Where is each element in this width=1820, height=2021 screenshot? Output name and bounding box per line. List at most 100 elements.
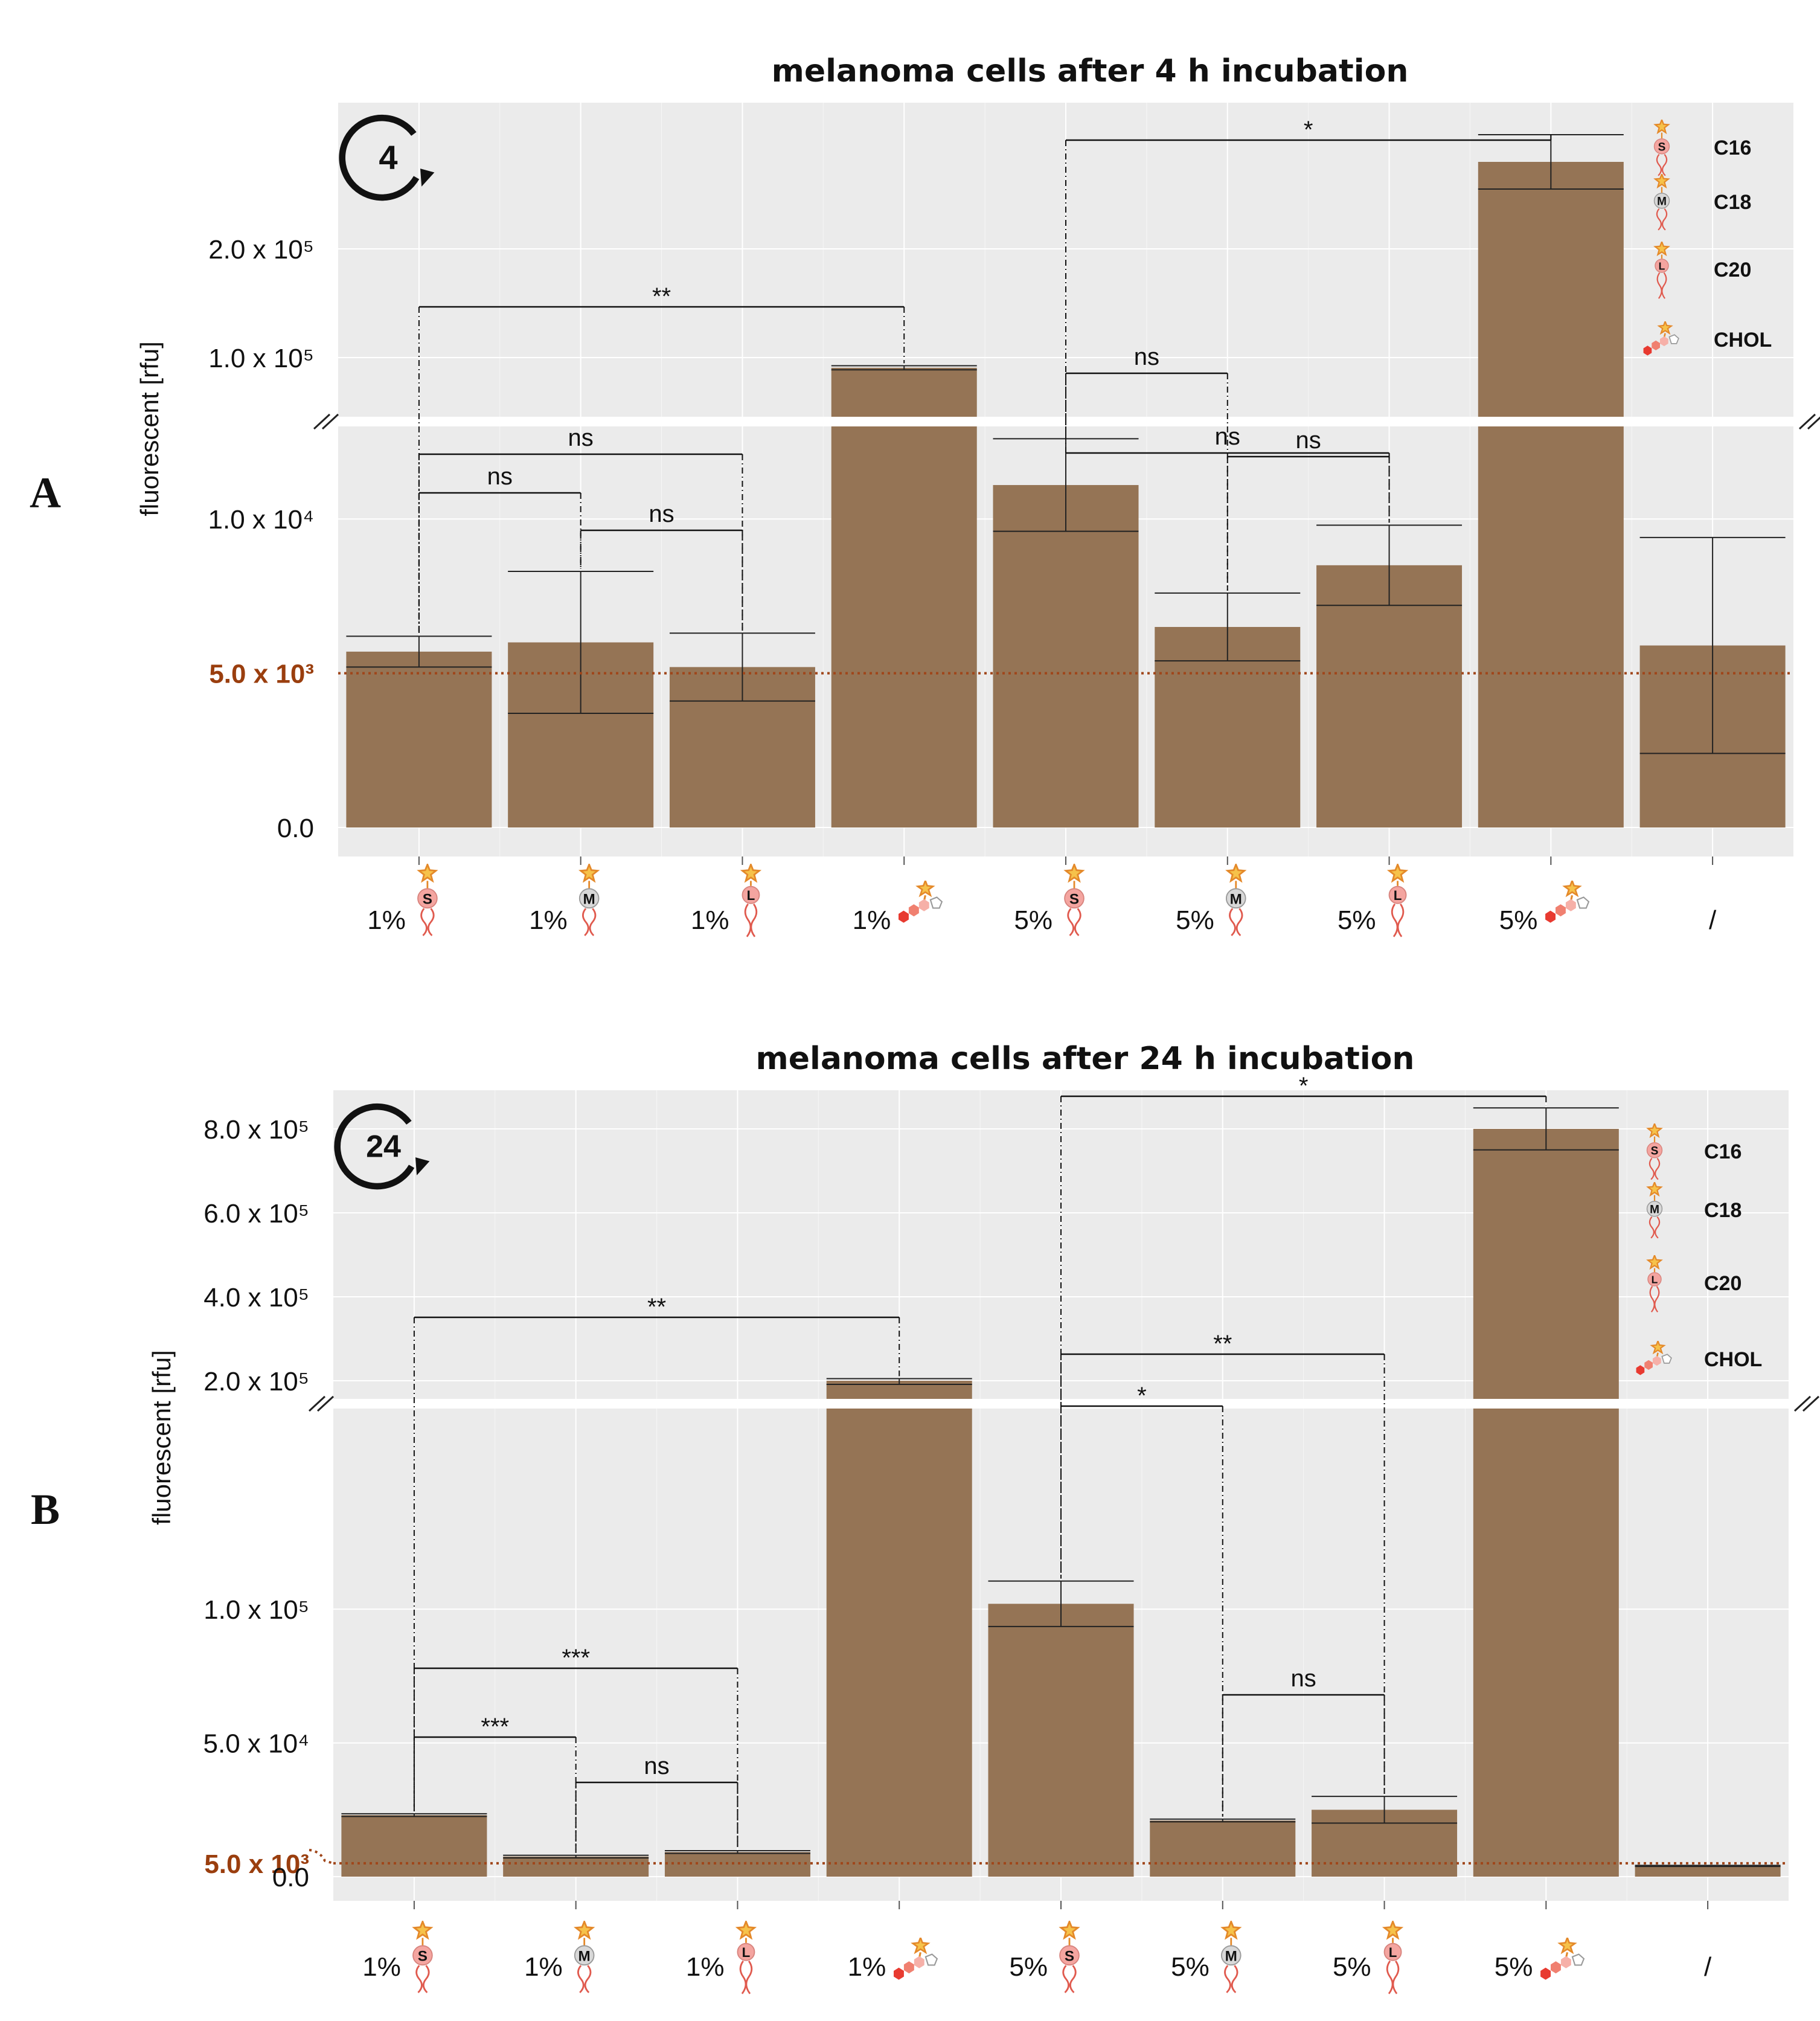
c20-lipid-icon [737,1921,755,1995]
x-tick-label: 5% [1333,1952,1371,1982]
c18-lipid-icon [1220,1921,1242,1994]
significance-label: ** [652,283,671,310]
y-tick-label: 6.0 x 10⁵ [203,1199,309,1229]
bar [1635,1866,1781,1877]
axis-break-mark [1793,1395,1812,1412]
bar [1473,1129,1619,1877]
axis-break-mark [321,413,339,430]
significance-label: * [1299,1073,1309,1099]
panel-letter: B [31,1485,60,1534]
bar [664,1852,810,1877]
c16-lipid-icon [412,1921,434,1994]
axis-break-mark [1807,416,1820,430]
x-tick-label: 5% [1009,1952,1048,1982]
legend-entry: C18 [1714,191,1751,214]
axis-break-mark [308,1395,326,1412]
y-tick-label: 4.0 x 10⁵ [203,1283,309,1313]
x-tick-label: 5% [1014,905,1053,935]
c18-lipid-icon [574,1921,595,1994]
significance-label: *** [481,1714,509,1740]
significance-label: ns [487,463,513,490]
y-axis-label: fluorescent [rfu] [147,1350,176,1525]
x-tick-label: 5% [1171,1952,1210,1982]
legend-entry: C16 [1704,1140,1741,1163]
significance-label: ns [568,425,594,451]
significance-label: ns [1291,1665,1316,1692]
legend-entry: CHOL [1704,1348,1762,1371]
bar [993,485,1139,827]
c20-lipid-icon [1383,1921,1402,1995]
bar [1316,565,1463,827]
bar [831,367,977,827]
bar [1150,1820,1296,1877]
reference-line-label: 5.0 x 10³ [204,1849,309,1879]
x-tick-label: 1% [362,1952,401,1982]
c16-lipid-icon [417,864,438,937]
c20-lipid-icon [1388,864,1407,938]
bar [1478,162,1624,827]
x-tick-label: 1% [367,905,406,935]
axis-break-mark [316,1395,335,1412]
y-tick-label: 0.0 [277,814,314,843]
y-axis-label: fluorescent [rfu] [135,341,164,516]
significance-label: * [1304,117,1313,143]
chart-title: melanoma cells after 24 h incubation [756,1041,1415,1077]
significance-label: ns [1296,427,1321,454]
cholesterol-icon [892,1938,938,1981]
chart-title: melanoma cells after 4 h incubation [772,53,1409,89]
x-tick-label: / [1709,905,1717,935]
c16-lipid-icon [1063,864,1085,937]
legend-entry: C20 [1714,259,1751,281]
reference-line-leader [309,1848,334,1865]
reference-line-label: 5.0 x 10³ [209,660,314,689]
axis-break-mark [1802,1395,1820,1412]
c18-lipid-icon [578,864,600,937]
significance-label: ns [649,501,674,527]
x-tick-label: / [1704,1952,1712,1982]
x-tick-label: 5% [1338,905,1376,935]
x-tick-label: 5% [1499,905,1538,935]
panel-letter: A [30,469,61,517]
y-tick-label: 2.0 x 10⁵ [208,235,314,265]
y-tick-label: 5.0 x 10⁴ [203,1729,309,1759]
bar [341,1815,487,1877]
cholesterol-icon [1544,881,1590,924]
axis-break-mark [1798,413,1816,430]
x-tick-label: 5% [1495,1952,1533,1982]
cycle-label: 24 [366,1129,401,1165]
x-tick-label: 1% [691,905,729,935]
significance-label: ** [647,1294,666,1320]
bar [503,1856,649,1877]
significance-label: ns [1134,344,1159,370]
x-tick-label: 1% [524,1952,563,1982]
x-tick-label: 1% [853,905,891,935]
bar [988,1604,1134,1877]
c18-lipid-icon [1225,864,1247,937]
bar [826,1381,972,1877]
cycle-label: 4 [379,138,397,176]
x-tick-label: 1% [529,905,568,935]
legend-entry: C20 [1704,1272,1741,1295]
cholesterol-icon [897,881,943,924]
y-tick-label: 1.0 x 10⁵ [208,344,314,373]
bar [346,651,492,827]
legend-entry: C16 [1714,137,1751,159]
c20-lipid-icon [742,864,760,938]
y-tick-label: 2.0 x 10⁵ [203,1367,309,1396]
x-tick-label: 1% [848,1952,886,1982]
y-tick-label: 8.0 x 10⁵ [203,1115,309,1145]
y-tick-label: 0.0 [272,1863,309,1892]
significance-label: ** [1213,1331,1232,1357]
axis-break-mark [313,413,331,430]
x-tick-label: 1% [686,1952,725,1982]
cholesterol-icon [1539,1938,1585,1981]
y-tick-label: 1.0 x 10⁴ [208,505,314,535]
panel-b: 5.0 x 10³ 8.0 x 10⁵ 6.0 x 10⁵ 4.0 x 10⁵ 2.0 … [31,1041,1820,1995]
significance-label: *** [562,1645,590,1671]
significance-label: * [1137,1383,1147,1409]
legend-entry: CHOL [1714,329,1772,352]
x-tick-label: 5% [1176,905,1214,935]
legend-entry: C18 [1704,1199,1741,1222]
y-tick-label: 1.0 x 10⁵ [203,1595,309,1625]
